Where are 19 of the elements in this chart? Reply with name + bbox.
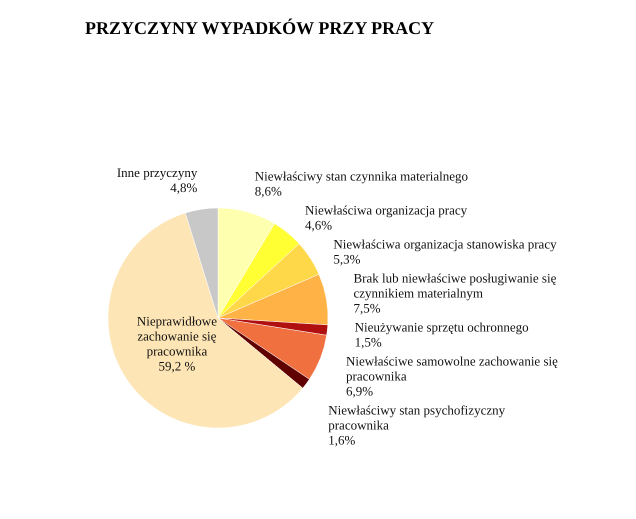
data-label: 5,3%: [333, 251, 361, 266]
data-label: 6,9%: [346, 383, 374, 398]
slice-label: Niewłaściwe samowolne zachowanie się pracownika: [346, 353, 558, 384]
data-label: 7,5%: [353, 300, 381, 316]
chart-title: PRZYCZYNY WYPADKÓW PRZY PRACY: [85, 18, 434, 38]
slice-label: Brak lub niewłaściwe posługiwanie się czynnikiem materialnym: [353, 270, 557, 300]
data-label: 59,2 %: [158, 358, 196, 374]
slice-label: Niewłaściwa organizacja pracy: [304, 202, 468, 218]
slice-label: Niewłaściwy stan psychofizyczny pracownika: [328, 402, 506, 432]
data-label: 1,5%: [354, 334, 382, 350]
data-label: 1,6%: [328, 432, 356, 448]
slice-label: Nieużywanie sprzętu ochronnego: [354, 319, 529, 334]
slice-label: Nieprawidłowe zachowanie się pracownika: [136, 314, 218, 359]
slice-label: Niewłaściwa organizacja stanowiska pracy: [333, 236, 558, 252]
slice-label: Inne przyczyny: [116, 165, 198, 180]
data-label: 8,6%: [254, 183, 282, 198]
data-label: 4,6%: [304, 217, 332, 232]
data-label: 4,8%: [170, 180, 198, 196]
slice-label: Niewłaściwy stan czynnika materialnego: [254, 168, 468, 184]
